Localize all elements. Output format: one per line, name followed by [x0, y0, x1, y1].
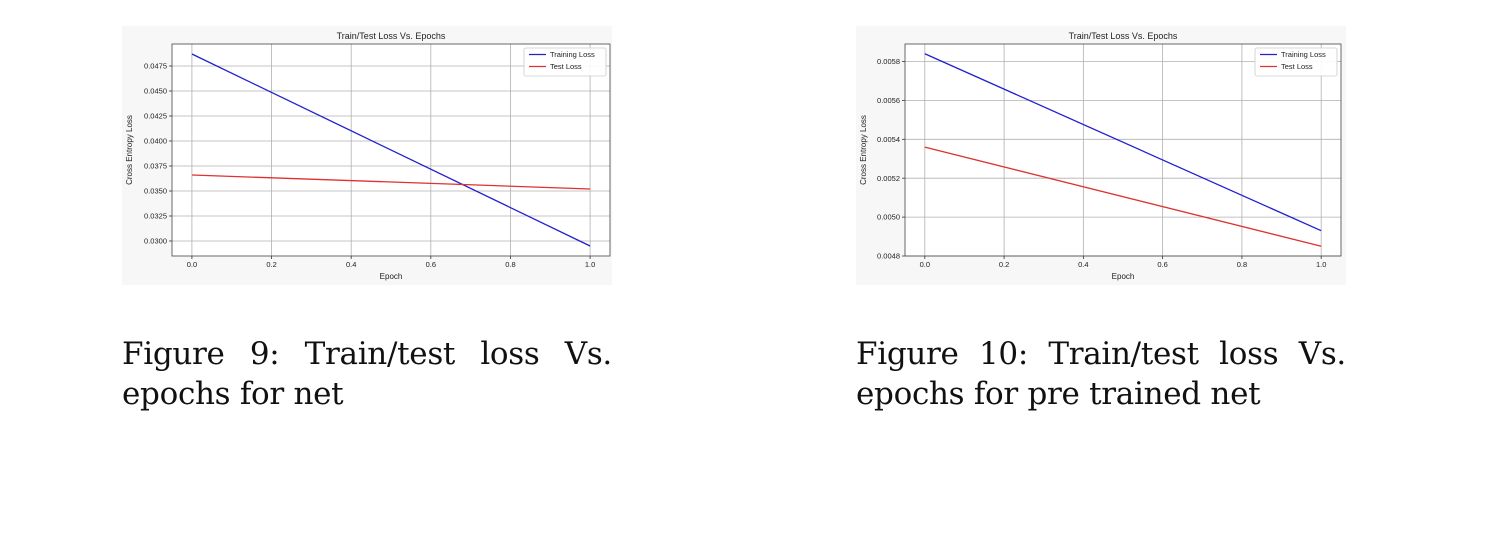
loss-chart-net: 0.0 0.2 0.4 0.6 0.8 1.0 0.0300 0.0325 0.0350 0.03…	[122, 26, 612, 285]
loss-chart-pretrained-net-plot: 0.0 0.2 0.4 0.6 0.8 1.0 0.0048 0.0050 0.0052 0.00…	[859, 31, 1342, 281]
x-tick-label: 1.0	[1316, 260, 1326, 269]
chart-title: Train/Test Loss Vs. Epochs	[1069, 31, 1178, 41]
x-tick-label: 0.6	[1157, 260, 1167, 269]
x-tick-label: 0.0	[920, 260, 930, 269]
axes-frame	[171, 43, 611, 257]
figure-9-caption: Figure 9: Train/test loss Vs. epochs for…	[122, 336, 612, 412]
plot-area	[905, 44, 1341, 256]
x-gridlines	[191, 44, 591, 256]
legend-label-training-loss: Training Loss	[550, 50, 595, 59]
y-tick-label: 0.0375	[144, 162, 167, 171]
x-axis-label: Epoch	[380, 272, 403, 281]
y-tick-label: 0.0048	[877, 252, 900, 261]
y-tick-label: 0.0058	[877, 57, 900, 66]
figure-10-caption: Figure 10: Train/test loss Vs. epochs fo…	[856, 336, 1346, 412]
y-tick-label: 0.0325	[144, 212, 167, 221]
y-axis-label: Cross Entropy Loss	[859, 115, 868, 185]
x-tick-label: 0.8	[505, 260, 515, 269]
training-loss-line	[191, 53, 591, 247]
x-tick-label: 0.6	[426, 260, 436, 269]
x-tick-label: 0.0	[187, 260, 197, 269]
x-tick-label: 0.8	[1237, 260, 1247, 269]
legend-label-training-loss: Training Loss	[1281, 50, 1326, 59]
x-tick-label: 0.2	[266, 260, 276, 269]
y-tick-label: 0.0475	[144, 62, 167, 71]
loss-chart-net-plot: 0.0 0.2 0.4 0.6 0.8 1.0 0.0300 0.0325 0.0350 0.03…	[125, 31, 611, 281]
y-tick-label: 0.0425	[144, 112, 167, 121]
x-tick-label: 0.4	[1078, 260, 1088, 269]
x-tick-label: 0.4	[346, 260, 356, 269]
y-tick-label: 0.0300	[144, 237, 167, 246]
x-gridlines	[924, 44, 1322, 256]
chart-title: Train/Test Loss Vs. Epochs	[337, 31, 446, 41]
y-tick-label: 0.0400	[144, 137, 167, 146]
y-gridlines	[172, 65, 610, 242]
y-tick-label: 0.0052	[877, 174, 900, 183]
y-tick-label: 0.0056	[877, 96, 900, 105]
x-tick-label: 1.0	[585, 260, 595, 269]
legend-label-test-loss: Test Loss	[550, 62, 582, 71]
test-loss-line	[191, 174, 591, 190]
y-tick-label: 0.0050	[877, 213, 900, 222]
y-tick-label: 0.0450	[144, 87, 167, 96]
test-loss-line	[924, 146, 1322, 247]
legend: Training Loss Test Loss	[1254, 47, 1338, 77]
axes-frame	[904, 43, 1342, 257]
training-loss-line	[924, 53, 1322, 232]
legend: Training Loss Test Loss	[523, 47, 607, 77]
x-axis-label: Epoch	[1112, 272, 1135, 281]
x-tick-label: 0.2	[999, 260, 1009, 269]
y-tick-label: 0.0350	[144, 187, 167, 196]
y-tick-label: 0.0054	[877, 135, 900, 144]
loss-chart-pretrained-net: 0.0 0.2 0.4 0.6 0.8 1.0 0.0048 0.0050 0.0052 0.00…	[856, 26, 1346, 285]
legend-label-test-loss: Test Loss	[1281, 62, 1313, 71]
y-axis-label: Cross Entropy Loss	[125, 115, 134, 185]
